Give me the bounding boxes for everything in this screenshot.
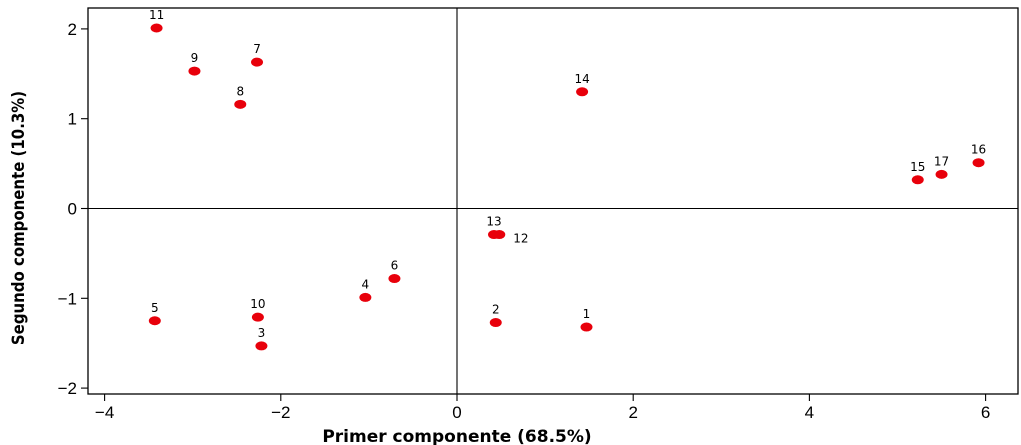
data-point-label-8: 8: [236, 84, 244, 98]
data-point-3: [255, 341, 268, 351]
x-axis-label: Primer componente (68.5%): [322, 427, 591, 445]
plot-frame: [87, 7, 1019, 395]
data-point-label-13: 13: [486, 215, 501, 229]
data-point-15: [911, 175, 924, 185]
x-tick-label: 0: [452, 403, 461, 422]
data-point-2: [489, 318, 502, 328]
y-axis-label: Segundo componente (10.3%): [8, 91, 28, 345]
data-point-label-4: 4: [362, 277, 370, 291]
data-point-7: [251, 57, 264, 67]
y-tick-label: 0: [68, 200, 77, 219]
data-point-label-6: 6: [391, 259, 399, 273]
x-tick-label: 2: [628, 403, 637, 422]
data-point-label-3: 3: [258, 326, 266, 340]
data-point-5: [148, 316, 161, 326]
data-point-13: [488, 230, 501, 240]
data-point-label-5: 5: [151, 301, 159, 315]
y-tick-label: −2: [58, 379, 77, 398]
data-point-label-10: 10: [250, 297, 265, 311]
y-tick-label: 1: [68, 110, 77, 129]
plot-area-border: [87, 7, 1019, 395]
data-point-label-1: 1: [583, 307, 591, 321]
x-axis-ticks: −4 −2 0 2 4 6: [95, 394, 990, 422]
data-point-label-15: 15: [910, 160, 925, 174]
data-point-6: [388, 274, 401, 284]
x-tick-label: −4: [95, 403, 114, 422]
data-point-4: [359, 292, 372, 302]
data-point-10: [251, 312, 264, 322]
data-point-16: [972, 158, 985, 168]
y-tick-label: 2: [68, 20, 77, 39]
data-point-9: [188, 66, 201, 76]
y-axis-ticks: −2 −1 0 1 2: [58, 20, 88, 398]
data-point-label-11: 11: [149, 8, 164, 22]
data-point-17: [935, 169, 948, 179]
data-point-label-17: 17: [934, 154, 949, 168]
x-tick-label: 6: [981, 403, 990, 422]
data-point-8: [234, 99, 247, 109]
x-tick-label: −2: [271, 403, 290, 422]
x-tick-label: 4: [805, 403, 814, 422]
data-point-label-9: 9: [191, 51, 199, 65]
data-point-1: [580, 322, 593, 332]
data-point-label-2: 2: [492, 303, 500, 317]
y-tick-label: −1: [58, 289, 77, 308]
data-point-11: [150, 23, 163, 33]
data-point-label-14: 14: [574, 72, 589, 86]
data-point-14: [576, 87, 589, 97]
data-point-label-12: 12: [513, 232, 528, 246]
data-point-label-7: 7: [253, 42, 261, 56]
reference-lines: [88, 8, 1018, 394]
data-point-label-16: 16: [971, 143, 986, 157]
